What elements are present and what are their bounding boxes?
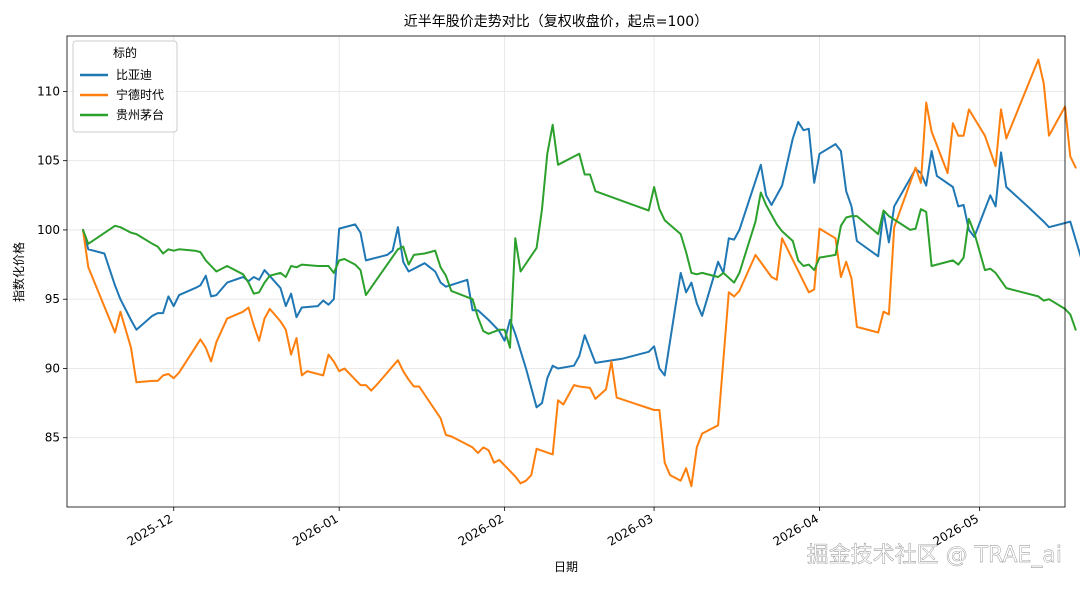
legend-title: 标的: [113, 45, 137, 60]
y-tick-label: 85: [45, 431, 60, 445]
legend-frame: [72, 40, 178, 133]
y-tick-label: 110: [37, 84, 60, 98]
plot-area-frame: [66, 35, 1066, 508]
y-tick-label: 95: [45, 292, 60, 306]
series-line: [82, 58, 1077, 488]
y-tick-label: 100: [37, 223, 60, 237]
y-axis-label: 指数化价格: [11, 242, 26, 302]
y-tick-label: 105: [37, 154, 60, 168]
watermark-text: 掘金技术社区 @ TRAE_ai: [807, 543, 1062, 568]
series-line: [82, 123, 1077, 349]
y-tick-label: 90: [45, 361, 60, 375]
x-axis-label: 日期: [554, 560, 578, 574]
legend-label: 比亚迪: [116, 68, 152, 82]
series-lines: [82, 58, 1080, 488]
chart-title: 近半年股价走势对比（复权收盘价，起点=100）: [404, 13, 708, 30]
legend-label: 贵州茅台: [116, 107, 164, 122]
legend-label: 宁德时代: [116, 87, 164, 102]
grid-lines: [67, 36, 1065, 507]
